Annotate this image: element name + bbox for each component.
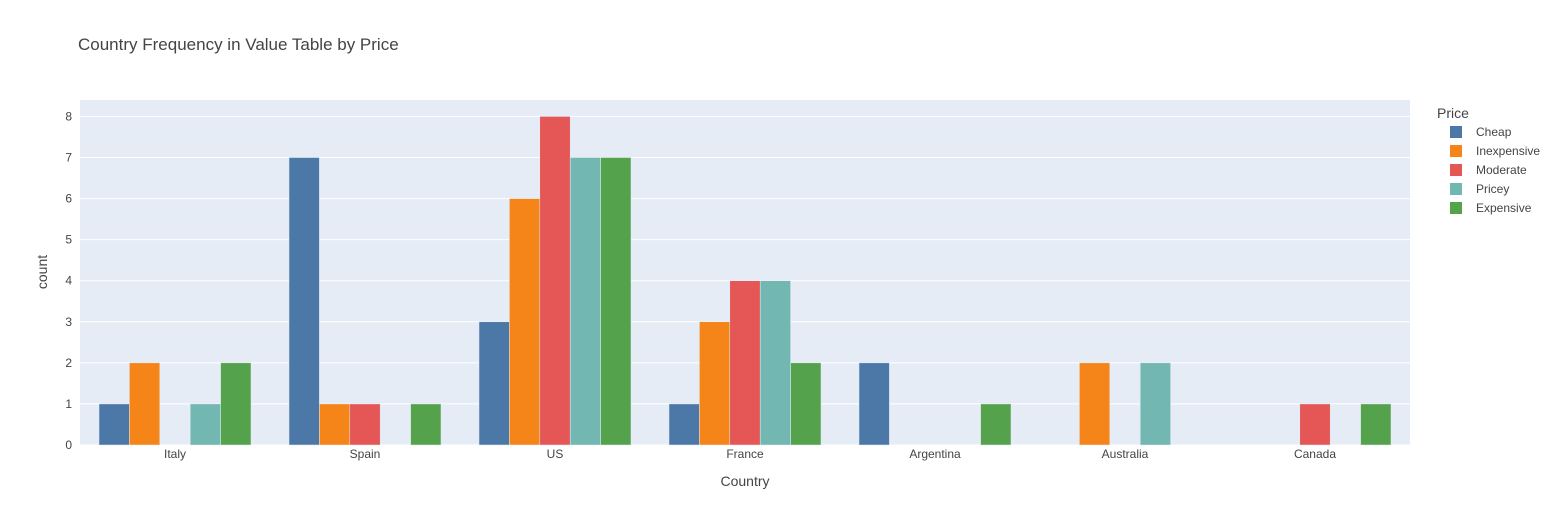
legend-item[interactable]: Expensive [1450,201,1532,215]
legend-swatch [1450,202,1462,214]
legend-label: Moderate [1476,163,1527,177]
y-tick-label: 1 [65,397,72,411]
y-tick-label: 8 [65,109,72,123]
bar [668,403,700,446]
y-axis-ticks: 0 1 2 3 4 5 6 7 8 [65,109,72,452]
x-tick-label: Italy [164,447,186,461]
bar [478,321,510,446]
bar [509,198,541,446]
legend-swatch [1450,145,1462,157]
y-tick-label: 5 [65,233,72,247]
x-tick-label: Canada [1294,447,1336,461]
y-tick-label: 0 [65,438,72,452]
bar [699,321,731,446]
y-tick-label: 2 [65,356,72,370]
legend: Price Cheap Inexpensive Moderate Pricey Expe… [1437,105,1540,215]
bar [1299,403,1331,446]
bar [98,403,130,446]
legend-label: Inexpensive [1476,144,1540,158]
x-tick-label: Argentina [909,447,961,461]
bar [319,403,351,446]
y-tick-label: 7 [65,151,72,165]
legend-label: Cheap [1476,125,1512,139]
x-tick-label: Australia [1102,447,1149,461]
bar [600,157,632,446]
x-tick-label: US [547,447,564,461]
bar [410,403,442,446]
bars [98,116,1392,446]
bar [759,280,791,446]
y-axis-title: count [34,255,50,289]
x-tick-label: Spain [350,447,381,461]
bar [539,116,571,446]
bar [980,403,1012,446]
x-tick-label: France [726,447,764,461]
x-axis-ticks: Italy Spain US France Argentina Australia Cana… [164,447,1336,461]
legend-title: Price [1437,105,1469,121]
legend-item[interactable]: Pricey [1450,182,1509,196]
bar [729,280,761,446]
bar [288,157,320,446]
legend-swatch [1450,126,1462,138]
legend-item[interactable]: Moderate [1450,163,1527,177]
legend-swatch [1450,183,1462,195]
legend-swatch [1450,164,1462,176]
bar [1139,362,1171,446]
bar [129,362,161,446]
bar [220,362,252,446]
bar [1079,362,1111,446]
x-axis-title: Country [720,473,769,489]
bar [189,403,221,446]
bar [790,362,822,446]
bar [569,157,601,446]
bar [858,362,890,446]
y-tick-label: 4 [65,274,72,288]
bar [1360,403,1392,446]
y-tick-label: 3 [65,315,72,329]
y-tick-label: 6 [65,192,72,206]
legend-label: Expensive [1476,201,1532,215]
legend-label: Pricey [1476,182,1509,196]
bar [349,403,381,446]
legend-item[interactable]: Cheap [1450,125,1512,139]
chart-title: Country Frequency in Value Table by Pric… [78,35,399,54]
legend-item[interactable]: Inexpensive [1450,144,1540,158]
